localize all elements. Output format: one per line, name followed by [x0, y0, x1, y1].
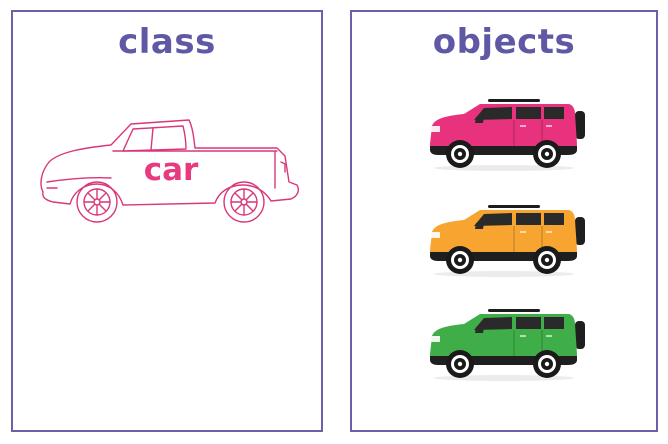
- orange-car-object: [429, 204, 586, 278]
- class-panel-title: class: [118, 22, 216, 62]
- green-car-object: [429, 308, 586, 382]
- class-panel: class: [11, 10, 323, 432]
- objects-illustration: [429, 98, 586, 382]
- objects-panel-title: objects: [432, 22, 576, 62]
- pink-car-object: [429, 98, 586, 172]
- class-label: car: [144, 152, 199, 188]
- pickup-truck-outline-icon: car: [40, 119, 300, 223]
- objects-panel: objects: [350, 10, 658, 432]
